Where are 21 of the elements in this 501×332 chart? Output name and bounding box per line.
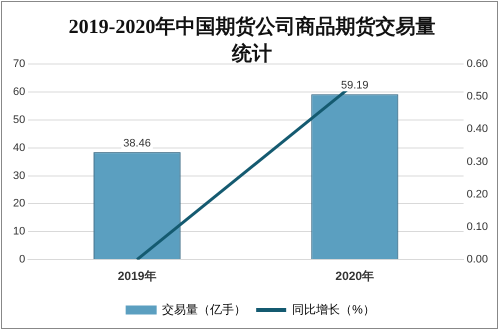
y-tick-label: 10 [12,226,26,238]
y-tick-label: 50 [12,114,26,126]
y2-tick-label: 0.20 [466,188,488,200]
y-tick-label: 60 [12,86,26,98]
x-tick-label: 2019年 [118,269,156,284]
y2-tick-label: 0.30 [466,156,488,168]
y2-tick-label: 0.10 [466,221,488,234]
y2-tick-label: 0.00 [466,254,488,266]
y2-tick-label: 0.40 [466,123,488,136]
y-tick-label: 40 [12,142,26,154]
y-tick-label: 30 [12,170,26,182]
y2-tick-label: 0.50 [466,90,488,103]
y-tick-label: 70 [12,58,26,70]
y-tick-label: 0 [19,254,26,266]
y2-tick-label: 0.60 [466,58,488,70]
y-tick-label: 20 [12,198,26,210]
data-label: 38.46 [123,138,151,150]
chart-title: 2019-2020年中国期货公司商品期货交易量统计 [68,14,436,67]
legend-label: 同比增长（%） [292,302,375,316]
x-tick-label: 2020年 [335,269,374,284]
legend-label: 交易量（亿手） [162,302,246,316]
